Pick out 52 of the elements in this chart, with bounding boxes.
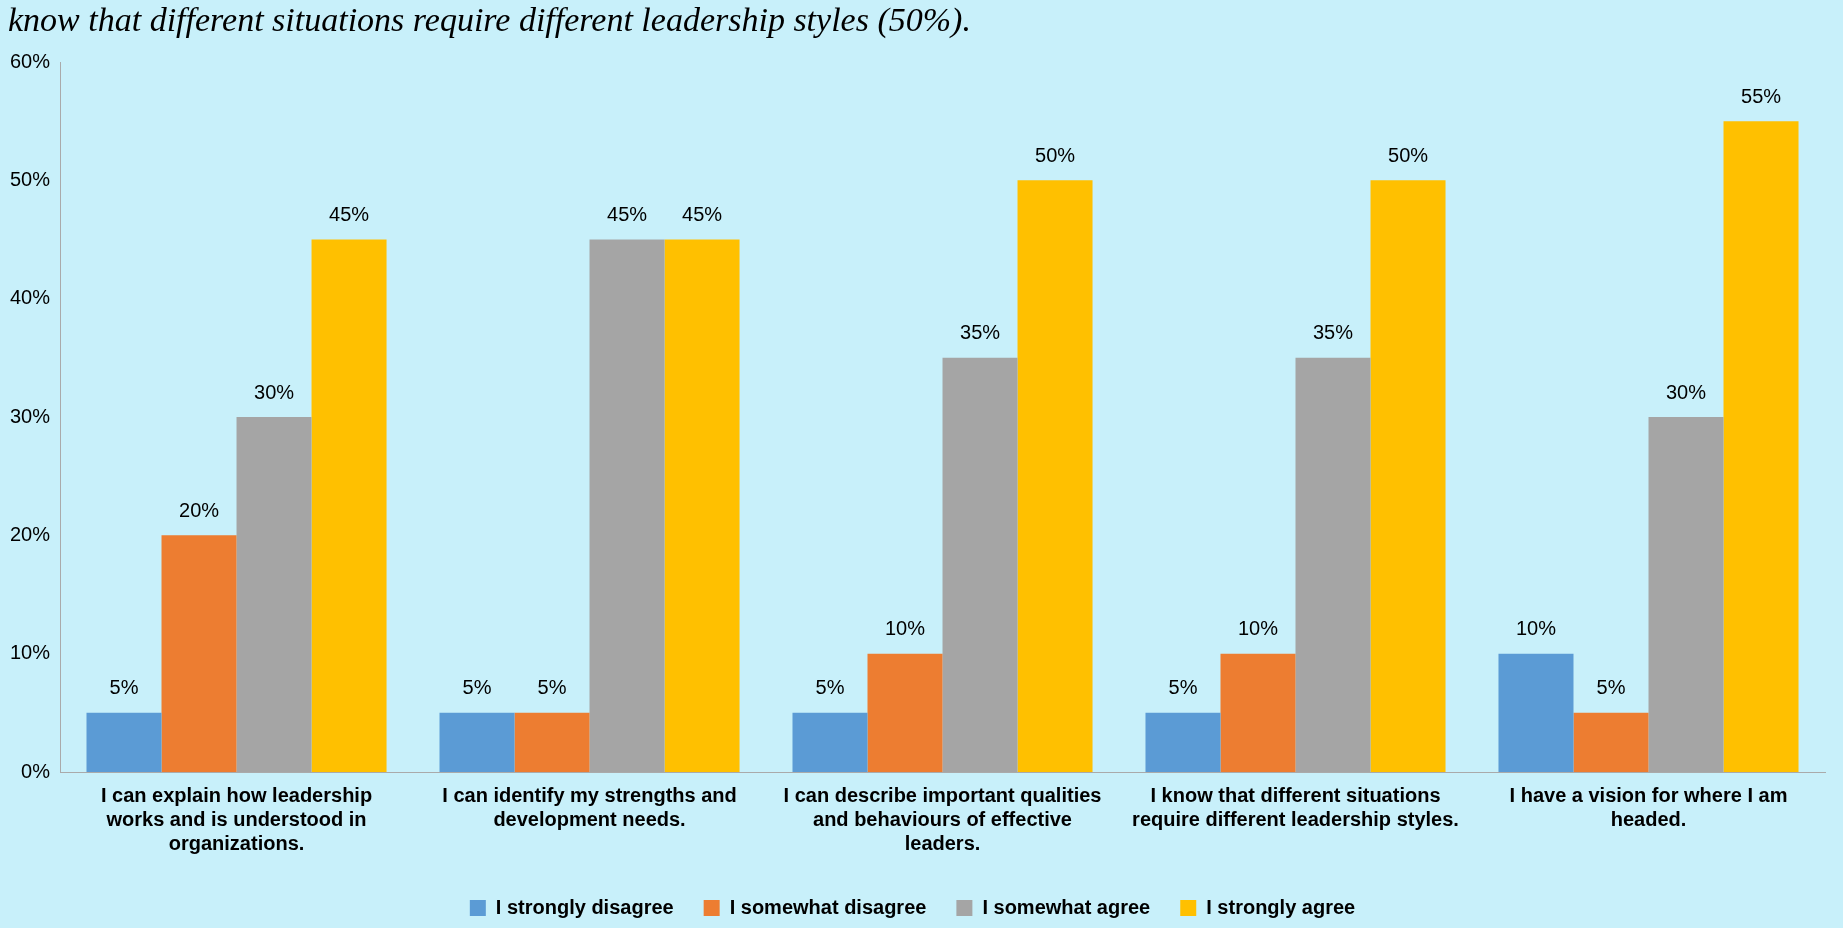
data-label: 20% xyxy=(179,498,220,521)
x-tick-label: I know that different situations require different leadership styles. xyxy=(1132,783,1459,830)
bar xyxy=(311,239,387,772)
data-label: 5% xyxy=(109,676,139,699)
x-tick-label: I can explain how leadership works and is understood in organizations. xyxy=(100,783,373,854)
data-label: 50% xyxy=(1388,143,1429,166)
data-label: 45% xyxy=(329,203,370,226)
bar xyxy=(867,653,943,772)
data-label: 45% xyxy=(607,203,648,226)
data-label: 5% xyxy=(815,676,845,699)
legend-label: I strongly agree xyxy=(1206,895,1356,918)
bar xyxy=(1573,712,1649,772)
data-label: 10% xyxy=(1515,617,1557,640)
x-tick-label: I have a vision for where I am headed. xyxy=(1509,783,1788,830)
data-label: 30% xyxy=(1665,380,1707,403)
y-tick-label: 50% xyxy=(10,167,51,190)
bar xyxy=(1370,180,1446,772)
legend-label: I strongly disagree xyxy=(495,895,674,918)
data-label: 10% xyxy=(884,617,926,640)
bar xyxy=(664,239,740,772)
bar xyxy=(514,712,590,772)
bar xyxy=(1220,653,1296,772)
y-tick-label: 60% xyxy=(10,49,51,72)
data-label: 10% xyxy=(1237,617,1279,640)
bar xyxy=(161,535,237,772)
y-tick-label: 40% xyxy=(10,286,51,309)
bar xyxy=(1017,180,1093,772)
bar xyxy=(1723,121,1799,772)
y-tick-label: 20% xyxy=(10,522,51,545)
bar xyxy=(1145,712,1221,772)
y-tick-label: 30% xyxy=(10,404,51,427)
y-tick-label: 10% xyxy=(10,641,51,664)
data-label: 35% xyxy=(1313,321,1354,344)
legend-label: I somewhat disagree xyxy=(729,895,927,918)
data-label: 30% xyxy=(254,380,295,403)
data-label: 50% xyxy=(1035,143,1076,166)
data-label: 5% xyxy=(462,676,492,699)
y-tick-label: 0% xyxy=(21,759,51,782)
bar xyxy=(792,712,868,772)
data-label: 5% xyxy=(537,676,567,699)
legend-label: I somewhat agree xyxy=(982,895,1151,918)
data-label: 45% xyxy=(682,203,723,226)
bar xyxy=(1498,653,1574,772)
data-label: 5% xyxy=(1596,676,1626,699)
chart-title: know that different situations require different leadership styles (50%). xyxy=(7,0,972,40)
data-label: 35% xyxy=(960,321,1001,344)
data-label: 5% xyxy=(1168,676,1198,699)
data-label: 55% xyxy=(1741,84,1782,107)
x-tick-label: I can describe important qualities and behaviours of effective leaders. xyxy=(783,783,1102,854)
bar xyxy=(439,712,515,772)
bar xyxy=(86,712,162,772)
x-tick-label: I can identify my strengths and development needs. xyxy=(442,783,737,830)
